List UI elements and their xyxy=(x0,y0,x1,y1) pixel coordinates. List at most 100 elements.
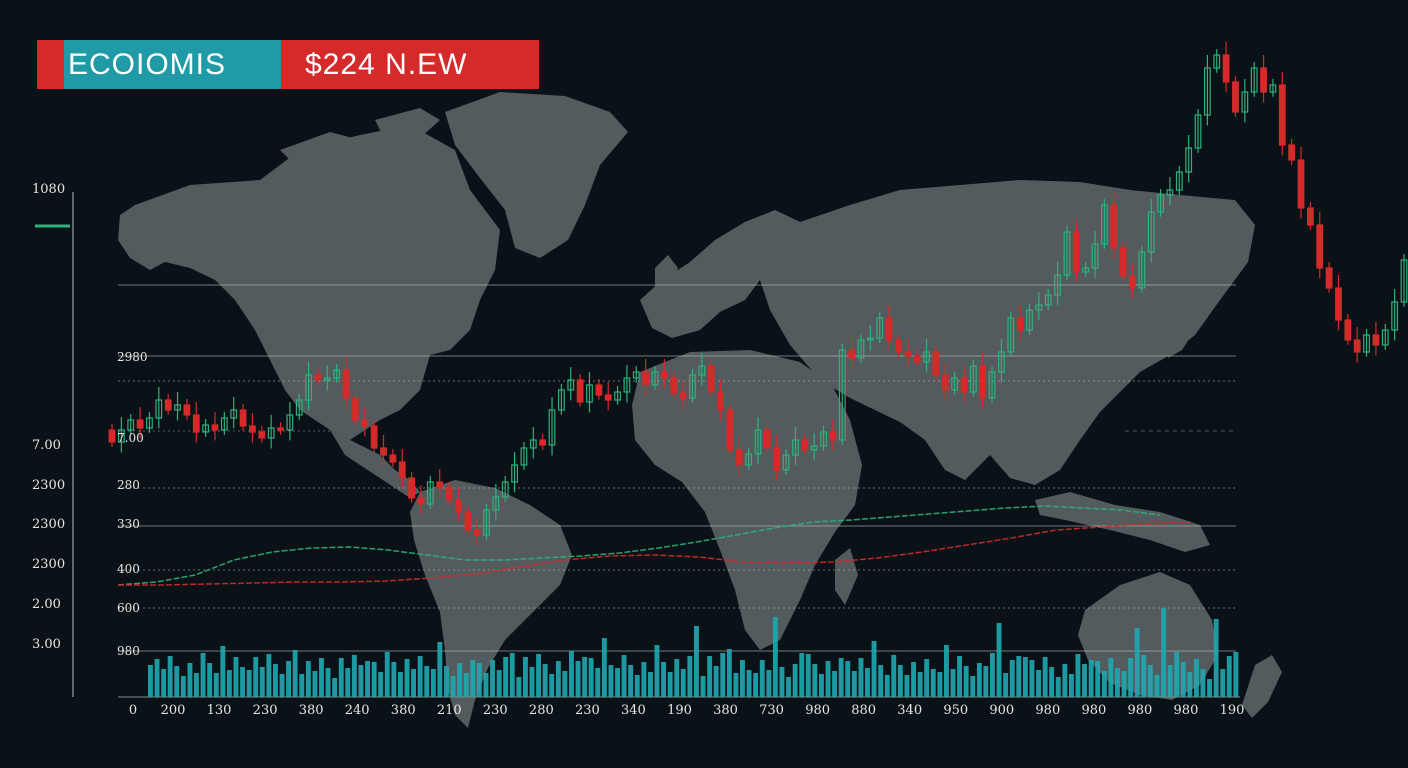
candle xyxy=(108,424,116,447)
candle xyxy=(174,392,181,421)
candle-body xyxy=(1344,319,1352,341)
x-tick-label: 730 xyxy=(759,703,784,718)
candle xyxy=(1101,199,1108,249)
candle-body xyxy=(689,374,696,399)
volume-bar xyxy=(648,672,653,697)
candle xyxy=(792,427,799,466)
x-tick-label: 980 xyxy=(1127,703,1152,718)
volume-bar xyxy=(266,654,272,697)
candle-body xyxy=(1063,231,1071,276)
candle xyxy=(1241,79,1249,123)
candle-body xyxy=(258,431,266,439)
volume-bar xyxy=(740,660,745,697)
candle xyxy=(501,476,509,502)
outer-axis-label: 2300 xyxy=(32,517,65,532)
inner-axis-label: 600 xyxy=(117,601,140,615)
volume-bar xyxy=(615,668,620,697)
volume-bar xyxy=(1003,673,1009,697)
candle xyxy=(117,417,125,453)
candle-body xyxy=(866,337,874,341)
volume-bar xyxy=(1220,669,1226,697)
candle xyxy=(576,374,584,407)
volume-bar xyxy=(536,654,541,697)
candle-body xyxy=(820,431,827,447)
volume-bar xyxy=(1029,660,1035,697)
inner-axis-label: 400 xyxy=(117,562,140,576)
volume-bar xyxy=(476,663,482,697)
volume-bar xyxy=(457,663,463,697)
banner-right-text: $224 N.EW xyxy=(281,40,539,89)
candle-body xyxy=(913,355,921,363)
candle-body xyxy=(679,392,687,399)
candle xyxy=(1175,166,1183,195)
volume-bar xyxy=(1207,679,1212,697)
candle xyxy=(1335,275,1342,331)
candle-body xyxy=(1054,274,1061,296)
volume-bar xyxy=(490,660,495,697)
candle xyxy=(876,312,884,343)
candle-body xyxy=(557,389,565,411)
candle xyxy=(249,413,256,443)
candle-body xyxy=(1288,144,1296,161)
outer-axis-label: 3.00 xyxy=(32,637,61,652)
candle xyxy=(1194,109,1202,153)
candle-body xyxy=(745,453,753,466)
candle-body xyxy=(1250,67,1258,93)
inner-axis-label: 330 xyxy=(117,517,140,531)
candle-body xyxy=(904,351,912,357)
candle xyxy=(866,325,874,351)
candle-body xyxy=(305,374,313,401)
candle xyxy=(426,476,434,509)
banner-left-text: ECOIOMIS xyxy=(64,40,281,89)
candle-body xyxy=(1026,309,1033,331)
volume-bar xyxy=(779,667,785,697)
volume-bar xyxy=(180,676,186,697)
candle-body xyxy=(249,425,256,433)
volume-bar xyxy=(174,666,180,697)
volume-bar xyxy=(753,673,759,697)
candle-body xyxy=(314,374,322,381)
title-banner: ECOIOMIS $224 N.EW xyxy=(37,40,539,89)
volume-bar xyxy=(575,661,581,697)
candle-body xyxy=(295,399,303,416)
volume-bar xyxy=(661,662,666,697)
candle xyxy=(960,365,968,403)
volume-bar xyxy=(358,665,364,697)
volume-bar xyxy=(687,656,693,697)
candle xyxy=(1344,314,1352,345)
volume-bar xyxy=(930,669,936,697)
volume-bar xyxy=(1016,656,1022,697)
candle xyxy=(230,397,238,429)
candle xyxy=(529,427,537,459)
candle xyxy=(735,437,743,476)
volume-bar xyxy=(246,670,252,697)
candle-body xyxy=(623,377,631,393)
candle xyxy=(492,484,500,521)
candle xyxy=(988,366,996,403)
candle-body xyxy=(932,351,940,376)
volume-bar xyxy=(1147,665,1153,697)
candle-body xyxy=(642,371,650,386)
candle xyxy=(314,369,322,385)
candle xyxy=(1157,189,1164,217)
candle-body xyxy=(1016,317,1024,331)
candle-body xyxy=(398,461,406,479)
candle xyxy=(511,452,518,493)
volume-bar xyxy=(911,662,916,697)
volume-bar xyxy=(832,671,837,697)
candle xyxy=(1119,242,1127,281)
candle xyxy=(1213,49,1221,73)
candle xyxy=(146,412,153,433)
candle-body xyxy=(342,369,350,399)
candle xyxy=(267,415,275,449)
volume-bar xyxy=(654,645,660,697)
volume-bar xyxy=(154,659,160,697)
volume-bar xyxy=(187,663,193,697)
candle-body xyxy=(632,371,640,379)
candle-body xyxy=(1241,91,1249,113)
candle xyxy=(810,433,818,461)
candle xyxy=(1082,262,1090,277)
candle xyxy=(632,366,640,383)
volume-bar xyxy=(516,677,522,697)
candle xyxy=(136,407,144,439)
